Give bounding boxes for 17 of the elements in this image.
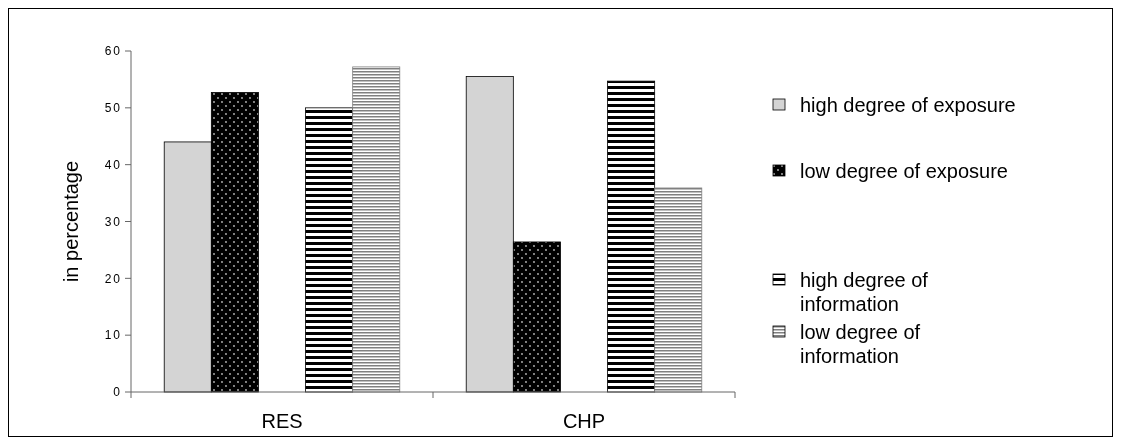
y-tick-label: 20 (104, 271, 122, 286)
y-tick-label: 50 (104, 101, 122, 116)
y-axis-title: in percentage (60, 160, 82, 283)
y-tick-label: 10 (104, 328, 122, 343)
legend-label: high degree of exposure (800, 94, 1016, 116)
bar (654, 187, 703, 393)
legend-label: low degree of information (800, 321, 921, 367)
y-tick-label: 60 (104, 44, 122, 59)
y-tick-label: 30 (104, 214, 122, 229)
bar (305, 107, 354, 393)
y-tick-label: 0 (113, 385, 122, 400)
legend-label: low degree of exposure (800, 160, 1008, 182)
bar (352, 66, 401, 393)
x-tick-label: RES (261, 410, 303, 432)
x-tick-label: CHP (562, 410, 606, 432)
y-tick-label: 40 (104, 157, 122, 172)
bar (607, 80, 656, 393)
